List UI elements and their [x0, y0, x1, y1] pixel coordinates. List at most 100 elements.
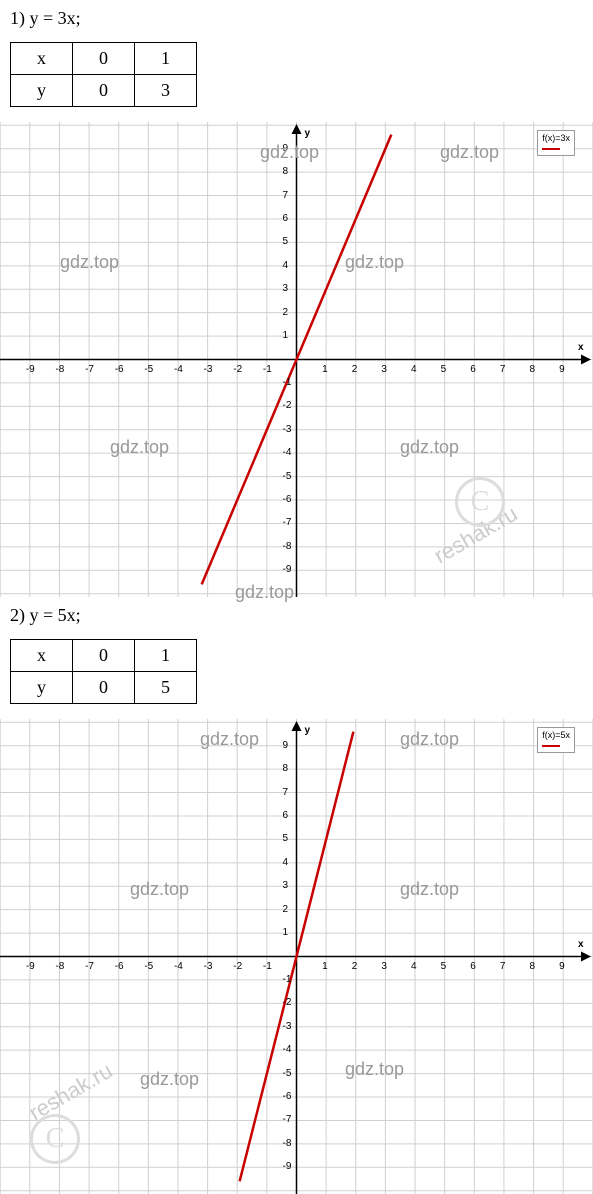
y-tick-label: -6: [283, 494, 292, 505]
chart-legend: f(x)=5x: [537, 727, 575, 753]
x-tick-label: -5: [144, 364, 153, 375]
y-tick-label: 9: [283, 740, 289, 751]
x-tick-label: -4: [174, 961, 183, 972]
x-tick-label: 6: [470, 961, 476, 972]
y-tick-label: 5: [283, 236, 289, 247]
table-cell: 0: [73, 672, 135, 704]
y-tick-label: 8: [283, 763, 289, 774]
legend-line-icon: [542, 745, 560, 747]
x-tick-label: 1: [322, 364, 328, 375]
legend-text: f(x)=5x: [542, 730, 570, 740]
x-tick-label: -1: [263, 364, 272, 375]
x-axis-label: x: [578, 342, 584, 353]
table-row: x 0 1: [11, 640, 197, 672]
x-tick-label: -9: [26, 364, 35, 375]
y-tick-label: 7: [283, 190, 289, 201]
problem-1-label: 1) y = 3x;: [0, 0, 593, 37]
x-tick-label: -2: [233, 961, 242, 972]
x-tick-label: -5: [144, 961, 153, 972]
y-tick-label: -5: [283, 1068, 292, 1079]
x-tick-label: -2: [233, 364, 242, 375]
problem-2-table: x 0 1 y 0 5: [10, 639, 197, 704]
x-tick-label: -6: [115, 961, 124, 972]
y-tick-label: 3: [283, 880, 289, 891]
x-tick-label: 2: [352, 364, 358, 375]
y-tick-label: 8: [283, 166, 289, 177]
x-tick-label: 4: [411, 961, 417, 972]
x-tick-label: 1: [322, 961, 328, 972]
y-tick-label: -7: [283, 1114, 292, 1125]
y-tick-label: -8: [283, 541, 292, 552]
y-tick-label: -7: [283, 517, 292, 528]
y-tick-label: 5: [283, 833, 289, 844]
table-row: x 0 1: [11, 43, 197, 75]
x-tick-label: 3: [381, 364, 387, 375]
table-cell: x: [11, 640, 73, 672]
x-tick-label: 3: [381, 961, 387, 972]
table-cell: x: [11, 43, 73, 75]
y-tick-label: -6: [283, 1091, 292, 1102]
x-tick-label: -3: [204, 364, 213, 375]
problem-2-label: 2) y = 5x;: [0, 597, 593, 634]
y-axis-label: y: [305, 725, 311, 736]
y-tick-label: 1: [283, 330, 289, 341]
x-tick-label: 6: [470, 364, 476, 375]
problem-1-table: x 0 1 y 0 3: [10, 42, 197, 107]
table-cell: 5: [135, 672, 197, 704]
x-tick-label: -1: [263, 961, 272, 972]
x-tick-label: 8: [530, 364, 536, 375]
y-tick-label: 6: [283, 213, 289, 224]
y-tick-label: 2: [283, 307, 289, 318]
y-axis-label: y: [305, 128, 311, 139]
table-cell: 1: [135, 640, 197, 672]
y-tick-label: -1: [283, 377, 292, 388]
table-cell: y: [11, 672, 73, 704]
y-tick-label: 9: [283, 143, 289, 154]
x-tick-label: 7: [500, 961, 506, 972]
chart-1: -9 -8 -7 -6 -5 -4 -3 -2 -1 1 2 3 4 5 6 7 8 9 -9 -8 -7 -6 -5 -4 -…: [0, 122, 593, 597]
x-tick-label: 8: [530, 961, 536, 972]
y-tick-label: -9: [283, 564, 292, 575]
y-tick-label: 7: [283, 787, 289, 798]
y-tick-label: -3: [283, 1021, 292, 1032]
y-tick-label: 1: [283, 927, 289, 938]
y-tick-label: 4: [283, 260, 289, 271]
x-tick-label: 2: [352, 961, 358, 972]
y-tick-label: -9: [283, 1161, 292, 1172]
y-tick-label: -1: [283, 974, 292, 985]
y-tick-label: -2: [283, 997, 292, 1008]
y-tick-label: -5: [283, 471, 292, 482]
x-tick-label: -9: [26, 961, 35, 972]
y-tick-label: -8: [283, 1138, 292, 1149]
y-tick-label: 4: [283, 857, 289, 868]
x-tick-label: -8: [55, 364, 64, 375]
y-tick-label: -4: [283, 1044, 292, 1055]
chart-2: -9 -8 -7 -6 -5 -4 -3 -2 -1 1 2 3 4 5 6 7 8 9 -9 -8 -7 -6 -5 -4 -…: [0, 719, 593, 1194]
x-tick-label: -3: [204, 961, 213, 972]
x-tick-label: -4: [174, 364, 183, 375]
table-cell: 0: [73, 75, 135, 107]
y-tick-label: -3: [283, 424, 292, 435]
x-tick-label: -8: [55, 961, 64, 972]
x-tick-label: 5: [441, 961, 447, 972]
table-cell: 0: [73, 43, 135, 75]
y-tick-label: 3: [283, 283, 289, 294]
y-tick-label: 2: [283, 904, 289, 915]
y-tick-label: 6: [283, 810, 289, 821]
y-tick-label: -4: [283, 447, 292, 458]
x-tick-label: -7: [85, 364, 94, 375]
table-cell: y: [11, 75, 73, 107]
x-tick-label: 9: [559, 364, 565, 375]
legend-line-icon: [542, 148, 560, 150]
y-tick-label: -2: [283, 400, 292, 411]
x-tick-label: -7: [85, 961, 94, 972]
x-tick-label: 5: [441, 364, 447, 375]
x-tick-label: 7: [500, 364, 506, 375]
x-tick-label: -6: [115, 364, 124, 375]
table-row: y 0 5: [11, 672, 197, 704]
x-tick-label: 4: [411, 364, 417, 375]
table-cell: 3: [135, 75, 197, 107]
table-cell: 0: [73, 640, 135, 672]
chart-legend: f(x)=3x: [537, 130, 575, 156]
legend-text: f(x)=3x: [542, 133, 570, 143]
